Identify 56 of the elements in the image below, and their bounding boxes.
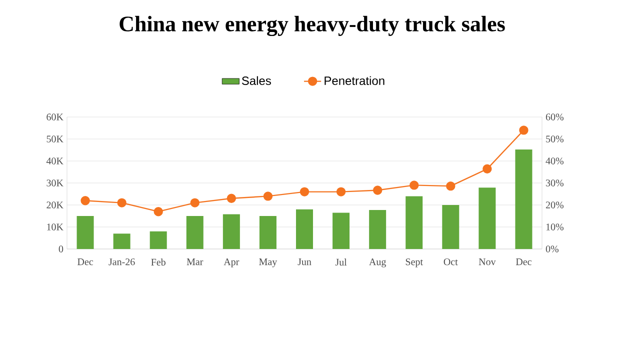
legend-label: Penetration <box>324 76 384 86</box>
bar <box>369 210 386 249</box>
bar <box>442 204 460 249</box>
point <box>410 180 419 190</box>
point <box>300 187 310 196</box>
x-tick-label: Jan-26 <box>108 258 135 266</box>
x-tick-label: Aug <box>369 258 386 268</box>
point <box>446 181 456 191</box>
point <box>226 194 236 203</box>
x-tick-label: Dec <box>78 258 94 266</box>
legend-label: Sales <box>242 76 271 86</box>
point <box>80 196 90 206</box>
chart-title: China new energy heavy-duty truck sales <box>120 16 505 36</box>
point <box>482 164 492 174</box>
point <box>117 198 126 208</box>
x-tick-label: Jul <box>335 258 347 266</box>
bar <box>296 209 314 249</box>
x-tick-label: Dec <box>516 258 532 266</box>
y-tick-label: 0 <box>58 246 64 252</box>
bar <box>406 196 423 249</box>
y-tick-label: 50K <box>46 136 64 142</box>
y-tick-label: 30K <box>46 180 64 186</box>
x-tick-label: Jun <box>298 258 312 266</box>
y2-tick-label: 0% <box>546 246 559 252</box>
y2-tick-label: 30% <box>546 180 564 186</box>
y2-tick-label: 20% <box>546 202 564 208</box>
x-tick-label: Nov <box>478 258 496 266</box>
point <box>190 198 200 208</box>
bar <box>113 234 130 249</box>
y-tick-label: 10K <box>47 224 64 230</box>
y2-tick-label: 40% <box>546 158 564 164</box>
y-tick-label: 60K <box>46 114 64 120</box>
bar <box>186 216 204 249</box>
point <box>263 192 273 201</box>
x-tick-label: Mar <box>186 258 204 266</box>
y2-tick-label: 10% <box>546 224 564 230</box>
point <box>372 186 382 195</box>
x-tick-label: Apr <box>224 258 240 268</box>
bar <box>259 216 276 249</box>
bar <box>515 150 532 249</box>
bar <box>150 231 167 249</box>
bar <box>76 216 94 249</box>
bar <box>478 188 496 249</box>
point <box>154 206 163 216</box>
x-tick-label: Sept <box>406 258 423 268</box>
bar <box>332 212 350 249</box>
y-tick-label: 20K <box>46 202 64 208</box>
y2-tick-label: 50% <box>546 136 564 142</box>
y-tick-label: 40K <box>46 158 64 164</box>
x-tick-label: Oct <box>444 258 458 266</box>
point <box>336 187 346 196</box>
x-tick-label: Feb <box>151 258 166 266</box>
y2-tick-label: 60% <box>546 114 564 120</box>
bar <box>222 214 240 249</box>
point <box>519 126 528 135</box>
x-tick-label: May <box>259 258 278 268</box>
